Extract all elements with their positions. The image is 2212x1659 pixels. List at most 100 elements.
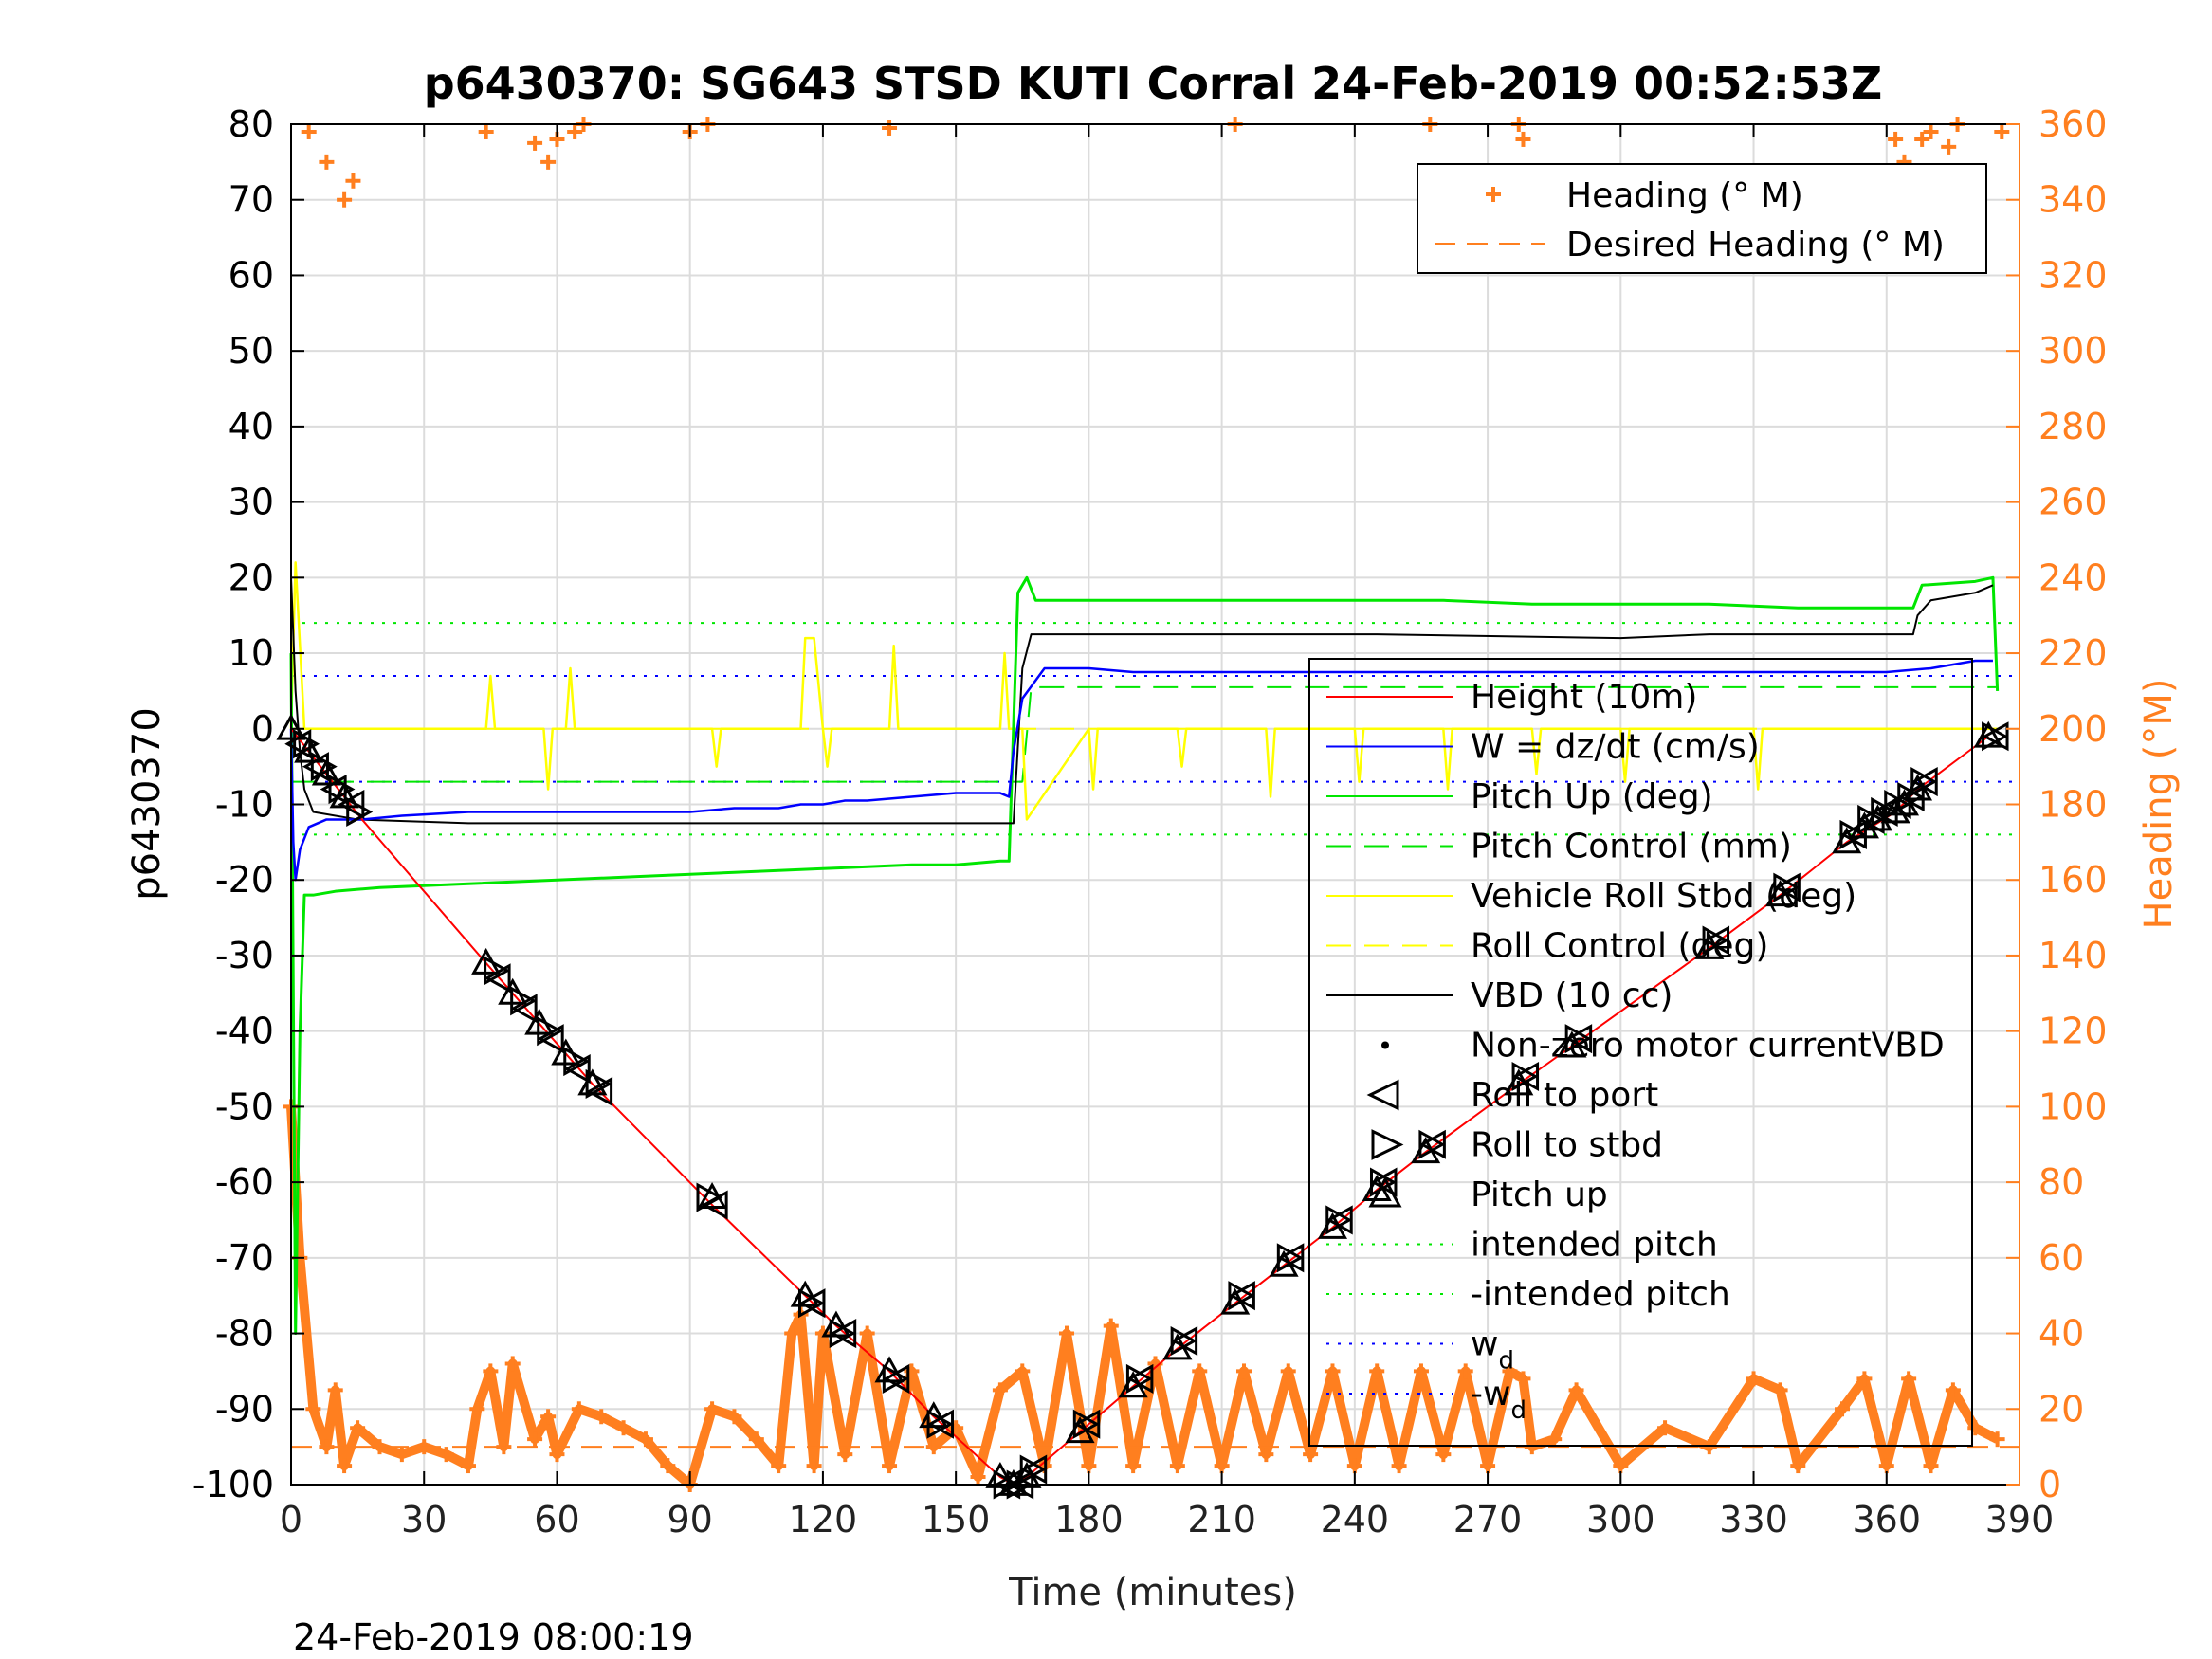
roll-to-port-marker [284, 729, 312, 759]
heading-point [1914, 131, 1930, 147]
legend-entry: W = dz/dt (cm/s) [1471, 728, 1760, 767]
roll-to-port-marker [338, 789, 365, 820]
y2-tick-label: 120 [2038, 1011, 2108, 1052]
heading-point [948, 1420, 964, 1436]
heading-point [1967, 1420, 1983, 1436]
y-tick-label: 20 [229, 556, 274, 598]
roll-to-stbd-marker [1325, 1205, 1353, 1235]
heading-point [540, 154, 557, 170]
legend-entry: Non-zero motor currentVBD [1471, 1027, 1945, 1066]
heading-point [1613, 1458, 1629, 1474]
y-tick-label: -60 [215, 1161, 274, 1203]
heading-point [1413, 1363, 1429, 1379]
heading-point [393, 1447, 410, 1463]
legend-entry: Roll Control (deg) [1471, 927, 1768, 966]
heading-point [1369, 1363, 1385, 1379]
roll-to-stbd-marker [1910, 767, 1938, 797]
series-vehicle-roll-stbd-deg [289, 561, 1998, 821]
heading-point [748, 1431, 764, 1448]
y2-tick-label: 160 [2038, 859, 2108, 901]
y2-tick-label: 320 [2038, 254, 2108, 296]
heading-point [1790, 1458, 1806, 1474]
heading-point [1280, 1363, 1296, 1379]
heading-point [594, 1409, 610, 1425]
y2-tick-label: 60 [2038, 1237, 2084, 1279]
x-tick-label: 150 [922, 1499, 991, 1540]
heading-point [327, 1382, 343, 1398]
heading-point [1888, 131, 1904, 147]
roll-to-stbd-marker [882, 1363, 909, 1394]
heading-point [337, 1458, 353, 1474]
y-tick-label: 60 [229, 254, 274, 296]
heading-point [469, 1401, 485, 1417]
series-pitch-up-deg [289, 575, 2000, 1336]
heading-point [784, 1325, 800, 1341]
y2-tick-label: 0 [2038, 1464, 2061, 1505]
y2-axis-label: Heading (°M) [2137, 679, 2181, 930]
heading-point [460, 1458, 476, 1474]
heading-point [350, 1420, 366, 1436]
x-tick-label: 270 [1453, 1499, 1523, 1540]
legend-subscript: d [1498, 1347, 1514, 1376]
roll-to-stbd-marker [926, 1409, 954, 1439]
x-tick-label: 240 [1321, 1499, 1390, 1540]
heading-point [483, 1363, 499, 1379]
heading-point [637, 1431, 653, 1448]
heading-point [1169, 1458, 1185, 1474]
roll-to-stbd-marker [1125, 1363, 1153, 1394]
y-tick-label: -10 [215, 784, 274, 826]
legend-heading: Heading (° M) Desired Heading (° M) [1417, 163, 1987, 274]
legend-entry: Height (10m) [1471, 678, 1697, 717]
roll-to-stbd-marker [1897, 781, 1925, 812]
y-tick-label: -80 [215, 1313, 274, 1355]
roll-to-stbd-marker [1564, 1024, 1592, 1054]
legend-heading-swatch [1486, 187, 1501, 202]
heading-point [549, 1447, 565, 1463]
x-tick-label: 330 [1719, 1499, 1788, 1540]
legend-entry: Pitch Up (deg) [1471, 777, 1713, 816]
roll-to-stbd-marker [1511, 1061, 1539, 1092]
heading-point [837, 1447, 853, 1463]
roll-to-stbd-marker [1982, 721, 2009, 752]
heading-point [319, 154, 335, 170]
legend-entry: Pitch up [1471, 1176, 1608, 1214]
y2-tick-label: 140 [2038, 935, 2108, 976]
heading-point [1568, 1382, 1584, 1398]
roll-to-stbd-marker [1072, 1409, 1100, 1439]
heading-point [1901, 1371, 1917, 1387]
roll-to-stbd-marker [563, 1047, 591, 1077]
roll-to-stbd-marker [798, 1288, 825, 1319]
heading-point [1941, 138, 1957, 155]
y2-tick-label: 100 [2038, 1085, 2108, 1127]
roll-to-stbd-marker [328, 775, 356, 805]
heading-point [540, 1409, 557, 1425]
y2-tick-label: 20 [2038, 1388, 2084, 1430]
roll-to-stbd-marker [510, 986, 538, 1016]
legend-main: Height (10m) W = dz/dt (cm/s) Pitch Up (de… [1308, 658, 1973, 1447]
y2-tick-label: 80 [2038, 1161, 2084, 1203]
heading-point [567, 123, 583, 139]
legend-entry: -intended pitch [1471, 1275, 1730, 1314]
heading-point [1989, 1431, 2005, 1448]
heading-point [1346, 1458, 1362, 1474]
roll-to-port-marker [510, 994, 538, 1024]
legend-swatch [1371, 1129, 1404, 1160]
roll-to-stbd-marker [1369, 1167, 1397, 1197]
legend-entry: intended pitch [1471, 1226, 1718, 1265]
heading-point [1502, 1363, 1518, 1379]
legend-entry: Vehicle Roll Stbd (deg) [1471, 877, 1856, 916]
heading-point [1125, 1458, 1142, 1474]
y2-tick-label: 260 [2038, 482, 2108, 523]
x-tick-label: 0 [280, 1499, 302, 1540]
roll-to-stbd-marker [696, 1182, 723, 1212]
roll-to-stbd-marker [310, 752, 338, 782]
legend-entry: Pitch Control (mm) [1471, 828, 1792, 866]
chart-title: p6430370: SG643 STSD KUTI Corral 24-Feb-… [424, 58, 1883, 109]
heading-point [305, 1401, 321, 1417]
y-tick-label: 80 [229, 103, 274, 145]
y-axis-label: p6430370 [125, 707, 169, 901]
roll-to-port-marker [563, 1053, 591, 1085]
x-tick-label: 390 [1985, 1499, 2055, 1540]
roll-to-port-marker [586, 1076, 613, 1106]
y-tick-label: 50 [229, 330, 274, 372]
